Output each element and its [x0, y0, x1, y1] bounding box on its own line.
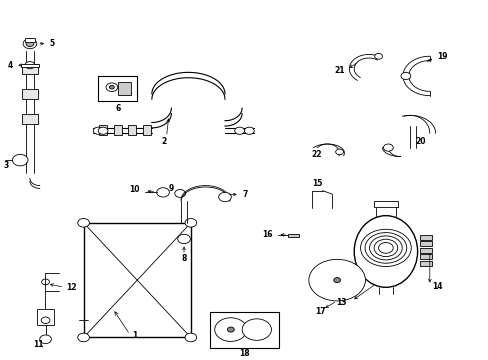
Bar: [419, 242, 431, 247]
Bar: [288, 234, 299, 237]
Text: 21: 21: [333, 66, 344, 75]
Text: 10: 10: [129, 185, 140, 194]
Circle shape: [98, 127, 108, 134]
Circle shape: [184, 219, 196, 227]
Text: 17: 17: [314, 307, 325, 316]
Circle shape: [329, 275, 344, 285]
Circle shape: [315, 264, 358, 296]
Circle shape: [214, 318, 246, 341]
Bar: [114, 125, 122, 135]
Bar: [21, 64, 39, 67]
Circle shape: [244, 127, 254, 134]
Text: 22: 22: [310, 149, 321, 158]
Bar: [118, 82, 131, 95]
Circle shape: [218, 320, 243, 339]
Text: 20: 20: [414, 137, 425, 146]
Circle shape: [374, 53, 382, 59]
Bar: [22, 114, 38, 124]
Bar: [25, 38, 35, 41]
Text: 5: 5: [49, 39, 55, 48]
Circle shape: [322, 269, 351, 291]
Circle shape: [174, 189, 185, 197]
Circle shape: [109, 85, 114, 89]
Text: 18: 18: [239, 349, 249, 358]
Circle shape: [23, 39, 37, 49]
Circle shape: [40, 335, 51, 343]
Text: 7: 7: [242, 190, 247, 199]
Circle shape: [308, 259, 365, 301]
Bar: [419, 235, 431, 240]
Bar: [37, 309, 54, 325]
Bar: [83, 223, 190, 337]
Circle shape: [184, 333, 196, 342]
Bar: [22, 64, 38, 74]
Text: 19: 19: [436, 52, 447, 61]
Text: 6: 6: [115, 104, 120, 113]
Text: 14: 14: [431, 282, 442, 291]
Circle shape: [227, 327, 234, 332]
Circle shape: [78, 333, 89, 342]
Bar: [419, 248, 431, 253]
Circle shape: [247, 323, 265, 336]
Text: 1: 1: [132, 331, 137, 340]
Circle shape: [383, 144, 392, 151]
Circle shape: [106, 83, 118, 91]
Text: 15: 15: [312, 179, 322, 188]
Text: 16: 16: [262, 230, 272, 239]
Text: 13: 13: [336, 298, 346, 307]
Text: 9: 9: [168, 184, 173, 193]
Bar: [373, 201, 397, 207]
Circle shape: [157, 188, 169, 197]
Circle shape: [218, 192, 231, 202]
Circle shape: [234, 127, 244, 134]
Bar: [210, 312, 278, 348]
Circle shape: [25, 62, 35, 69]
Circle shape: [177, 234, 190, 244]
Bar: [22, 89, 38, 99]
Text: 2: 2: [161, 137, 166, 146]
Circle shape: [242, 319, 271, 340]
Circle shape: [333, 278, 340, 283]
Circle shape: [93, 127, 103, 134]
Bar: [99, 125, 107, 135]
Text: 8: 8: [181, 254, 186, 263]
Bar: [419, 261, 431, 266]
Circle shape: [26, 41, 34, 46]
Circle shape: [12, 154, 28, 166]
Text: 4: 4: [8, 61, 13, 70]
Bar: [128, 125, 136, 135]
Text: 3: 3: [3, 161, 8, 170]
Circle shape: [78, 219, 89, 227]
Circle shape: [400, 72, 410, 80]
Text: 12: 12: [66, 283, 77, 292]
Circle shape: [223, 324, 238, 335]
Text: 11: 11: [33, 340, 44, 349]
Bar: [98, 76, 137, 101]
Circle shape: [41, 317, 50, 324]
Circle shape: [335, 149, 343, 155]
Bar: [143, 125, 151, 135]
Bar: [419, 255, 431, 259]
